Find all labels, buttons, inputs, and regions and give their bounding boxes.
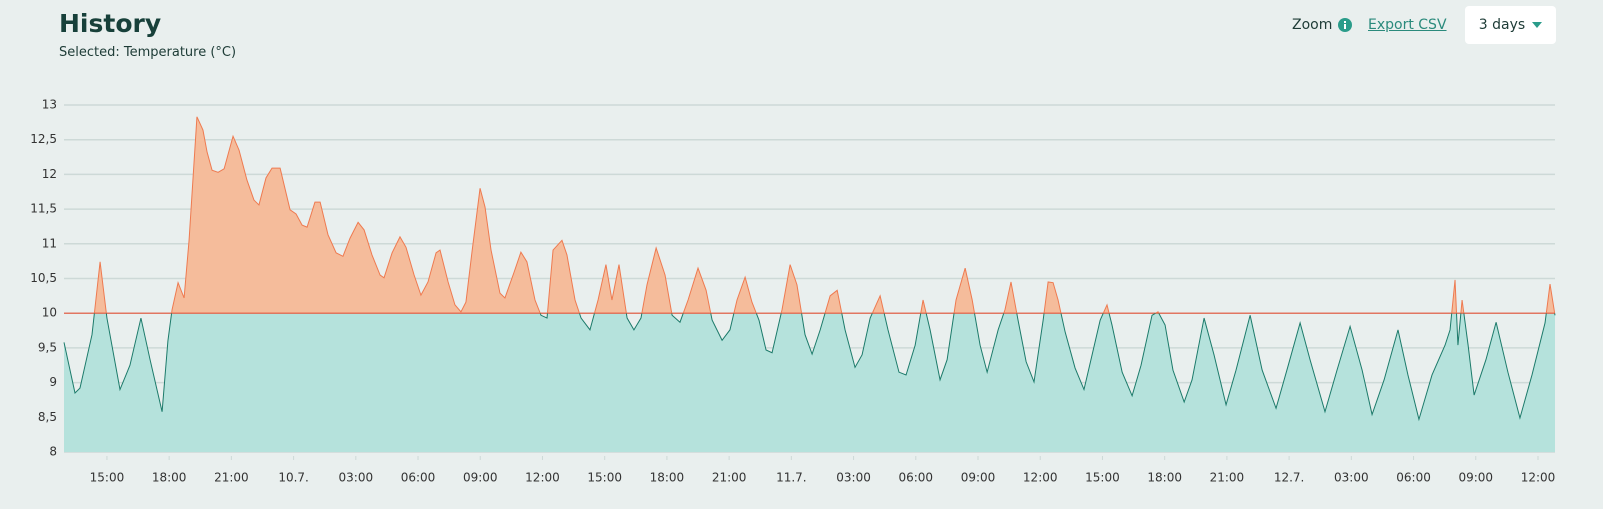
y-tick-label: 12 — [42, 167, 57, 181]
x-tick-label: 03:00 — [836, 471, 871, 485]
x-tick-label: 12:00 — [1521, 471, 1556, 485]
x-tick-label: 03:00 — [1334, 471, 1369, 485]
y-tick-label: 12,5 — [30, 132, 57, 146]
subtitle: Selected: Temperature (°C) — [59, 45, 237, 60]
y-tick-label: 9,5 — [38, 340, 57, 354]
zoom[interactable]: Zoom — [1292, 17, 1353, 33]
x-tick-label: 10.7. — [278, 471, 309, 485]
x-tick-label: 06:00 — [898, 471, 933, 485]
area-above — [64, 116, 1555, 314]
y-tick-label: 8 — [49, 445, 57, 459]
range-label: 3 days — [1478, 17, 1526, 33]
page-title: History — [59, 9, 162, 38]
y-tick-label: 11,5 — [30, 202, 57, 216]
x-tick-label: 09:00 — [463, 471, 498, 485]
x-tick-label: 18:00 — [650, 471, 685, 485]
x-tick-label: 11.7. — [776, 471, 807, 485]
zoom-label: Zoom — [1292, 17, 1333, 33]
y-tick-label: 9 — [49, 375, 57, 389]
x-tick-label: 09:00 — [961, 471, 996, 485]
x-tick-label: 03:00 — [339, 471, 374, 485]
y-tick-label: 13 — [42, 98, 57, 112]
area-below — [64, 313, 1555, 452]
y-tick-label: 8,5 — [38, 410, 57, 424]
x-tick-label: 12:00 — [525, 471, 560, 485]
x-tick-label: 18:00 — [1147, 471, 1182, 485]
x-tick-label: 15:00 — [587, 471, 622, 485]
x-tick-label: 12:00 — [1023, 471, 1058, 485]
range-dropdown[interactable]: 3 days — [1465, 6, 1556, 44]
x-tick-label: 15:00 — [90, 471, 125, 485]
line-below — [63, 313, 1556, 422]
x-tick-label: 06:00 — [1396, 471, 1431, 485]
y-tick-label: 10,5 — [30, 271, 57, 285]
y-tick-label: 10 — [42, 306, 57, 320]
x-tick-label: 21:00 — [1210, 471, 1245, 485]
x-tick-label: 21:00 — [712, 471, 747, 485]
x-tick-label: 15:00 — [1085, 471, 1120, 485]
y-tick-label: 11 — [42, 236, 57, 250]
x-tick-label: 18:00 — [152, 471, 187, 485]
info-icon[interactable] — [1338, 18, 1353, 32]
line-above — [93, 116, 1556, 314]
x-tick-label: 21:00 — [214, 471, 249, 485]
x-tick-label: 12.7. — [1274, 471, 1305, 485]
x-tick-label: 09:00 — [1458, 471, 1493, 485]
dropdown-arrow — [1532, 22, 1543, 28]
export-csv[interactable]: Export CSV — [1368, 17, 1447, 33]
x-tick-label: 06:00 — [401, 471, 436, 485]
